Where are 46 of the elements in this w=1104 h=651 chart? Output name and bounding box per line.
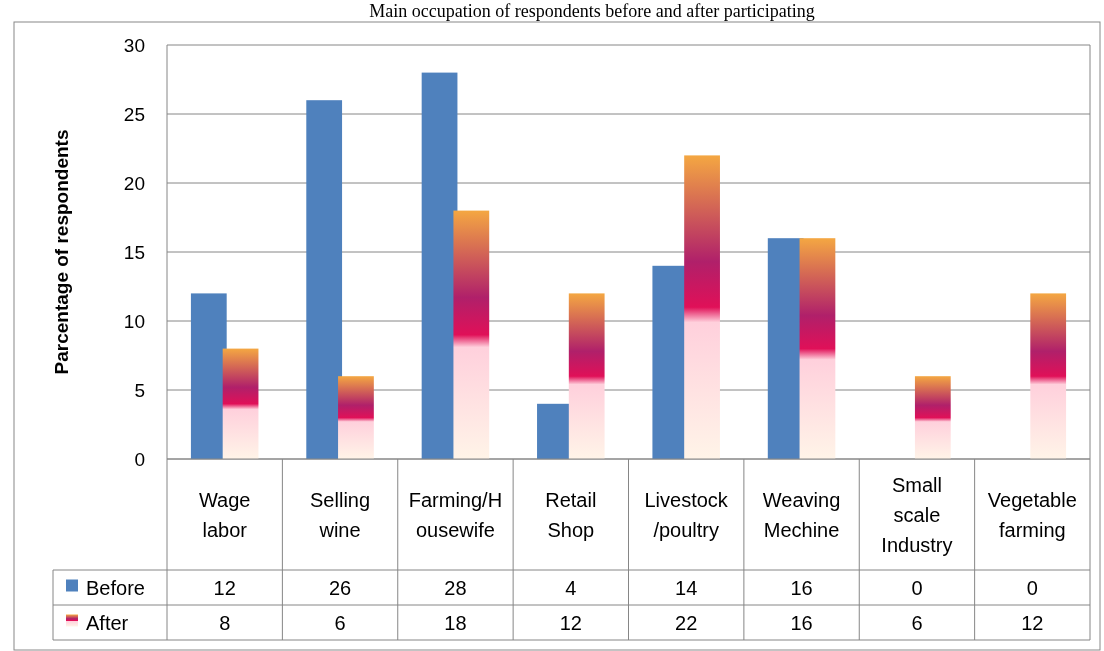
y-tick-label: 5 bbox=[134, 380, 145, 401]
data-label: 26 bbox=[328, 576, 352, 599]
bar bbox=[421, 72, 458, 459]
x-tick-label: Farming/Housewife bbox=[408, 488, 503, 541]
data-label: 18 bbox=[444, 611, 467, 634]
chart-title: Main occupation of respondents before and after participating bbox=[369, 1, 815, 21]
data-label: 16 bbox=[790, 576, 813, 599]
data-label: 12 bbox=[1021, 611, 1044, 634]
bar bbox=[568, 293, 605, 459]
data-label: 12 bbox=[213, 576, 236, 599]
legend-label: After bbox=[86, 611, 129, 634]
data-label: 6 bbox=[334, 611, 346, 634]
bar bbox=[306, 100, 343, 459]
x-tick-label: Weaving Mechine bbox=[762, 488, 841, 541]
y-tick-label: 20 bbox=[123, 173, 145, 194]
y-tick-label: 25 bbox=[123, 104, 145, 125]
y-tick-label: 0 bbox=[134, 449, 145, 470]
y-tick-label: 10 bbox=[123, 311, 145, 332]
bar bbox=[684, 155, 720, 459]
bar bbox=[799, 238, 836, 459]
x-tick-label: Small scale Industry bbox=[881, 473, 953, 556]
data-label: 14 bbox=[675, 576, 698, 599]
data-label: 22 bbox=[675, 611, 698, 634]
bar bbox=[190, 293, 227, 459]
data-label: 0 bbox=[911, 576, 923, 599]
data-label: 6 bbox=[911, 611, 923, 634]
bar bbox=[453, 210, 490, 459]
bar bbox=[914, 376, 951, 459]
data-label: 8 bbox=[219, 611, 231, 634]
data-label: 4 bbox=[565, 576, 577, 599]
y-axis-title: Parcentage of respondents bbox=[51, 129, 72, 375]
data-label: 16 bbox=[790, 611, 813, 634]
data-label: 0 bbox=[1026, 576, 1038, 599]
x-tick-label: Wage labor bbox=[198, 488, 251, 541]
x-tick-label: Retail Shop bbox=[545, 488, 597, 541]
x-tick-label: Vegetable farming bbox=[987, 488, 1077, 541]
y-tick-label: 15 bbox=[123, 242, 145, 263]
x-tick-label: Livestock /poultry bbox=[644, 488, 729, 541]
bar bbox=[222, 348, 259, 459]
y-tick-label: 30 bbox=[123, 35, 145, 56]
legend-label: Before bbox=[86, 576, 145, 599]
bar bbox=[1030, 293, 1067, 459]
x-tick-label: Selling wine bbox=[310, 488, 371, 541]
data-label: 12 bbox=[559, 611, 582, 634]
bar bbox=[338, 376, 374, 459]
data-label: 28 bbox=[444, 576, 467, 599]
